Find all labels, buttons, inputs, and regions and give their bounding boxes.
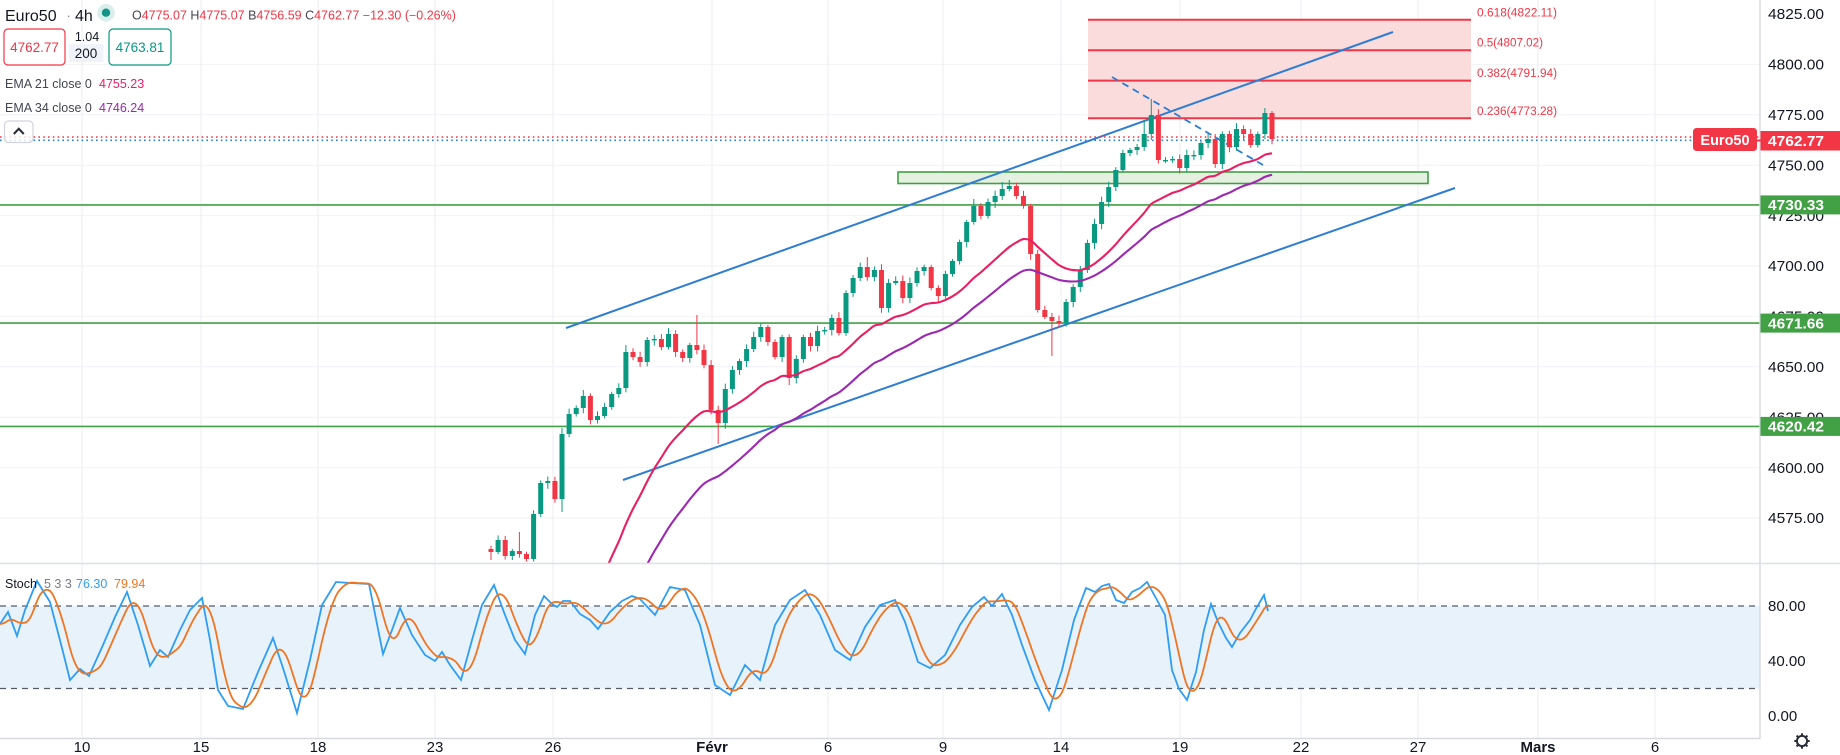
svg-text:76.30: 76.30 [76, 577, 107, 591]
svg-text:0.5(4807.02): 0.5(4807.02) [1477, 38, 1543, 50]
svg-text:6: 6 [1651, 739, 1659, 755]
svg-text:Euro50: Euro50 [5, 8, 57, 25]
svg-text:4600.00: 4600.00 [1768, 460, 1824, 477]
svg-text:4755.23: 4755.23 [99, 77, 144, 91]
svg-text:0.618(4822.11): 0.618(4822.11) [1477, 7, 1557, 19]
svg-text:4775.00: 4775.00 [1768, 107, 1824, 124]
svg-text:4h: 4h [75, 8, 93, 25]
svg-text:40.00: 40.00 [1768, 653, 1806, 670]
svg-text:4750.00: 4750.00 [1768, 157, 1824, 174]
svg-text:4700.00: 4700.00 [1768, 258, 1824, 275]
svg-text:Stoch: Stoch [5, 577, 37, 591]
svg-text:27: 27 [1410, 739, 1427, 755]
svg-text:0.00: 0.00 [1768, 708, 1797, 725]
svg-text:4575.00: 4575.00 [1768, 510, 1824, 527]
svg-text:4650.00: 4650.00 [1768, 359, 1824, 376]
svg-text:4671.66: 4671.66 [1768, 315, 1824, 332]
svg-text:0.382(4791.94): 0.382(4791.94) [1477, 68, 1557, 80]
svg-text:Mars: Mars [1520, 739, 1555, 755]
svg-text:6: 6 [824, 739, 832, 755]
svg-text:9: 9 [939, 739, 947, 755]
svg-text:4825.00: 4825.00 [1768, 6, 1824, 23]
svg-text:0.236(4773.28): 0.236(4773.28) [1477, 106, 1557, 118]
svg-text:23: 23 [427, 739, 444, 755]
svg-text:10: 10 [74, 739, 91, 755]
svg-text:·: · [67, 8, 71, 23]
svg-text:15: 15 [193, 739, 210, 755]
svg-text:O4775.07 H4775.07 B4756.59 C47: O4775.07 H4775.07 B4756.59 C4762.77 −12.… [132, 9, 456, 23]
svg-text:EMA 34 close 0: EMA 34 close 0 [5, 101, 92, 115]
svg-text:4762.77: 4762.77 [10, 40, 59, 55]
svg-text:4620.42: 4620.42 [1768, 419, 1824, 436]
svg-text:80.00: 80.00 [1768, 598, 1806, 615]
svg-text:5 3 3: 5 3 3 [44, 577, 72, 591]
svg-text:26: 26 [545, 739, 562, 755]
svg-text:4730.33: 4730.33 [1768, 197, 1824, 214]
svg-text:Févr: Févr [696, 739, 728, 755]
svg-text:79.94: 79.94 [114, 577, 145, 591]
svg-text:14: 14 [1053, 739, 1070, 755]
svg-text:1.04: 1.04 [75, 30, 99, 44]
svg-text:18: 18 [310, 739, 327, 755]
svg-text:4762.77: 4762.77 [1768, 133, 1824, 150]
svg-text:EMA 21 close 0: EMA 21 close 0 [5, 77, 92, 91]
svg-text:Euro50: Euro50 [1700, 133, 1749, 149]
svg-text:4763.81: 4763.81 [116, 40, 165, 55]
svg-text:4746.24: 4746.24 [99, 101, 144, 115]
svg-text:4800.00: 4800.00 [1768, 57, 1824, 74]
svg-text:22: 22 [1293, 739, 1310, 755]
svg-text:19: 19 [1172, 739, 1189, 755]
svg-text:200: 200 [75, 46, 98, 61]
